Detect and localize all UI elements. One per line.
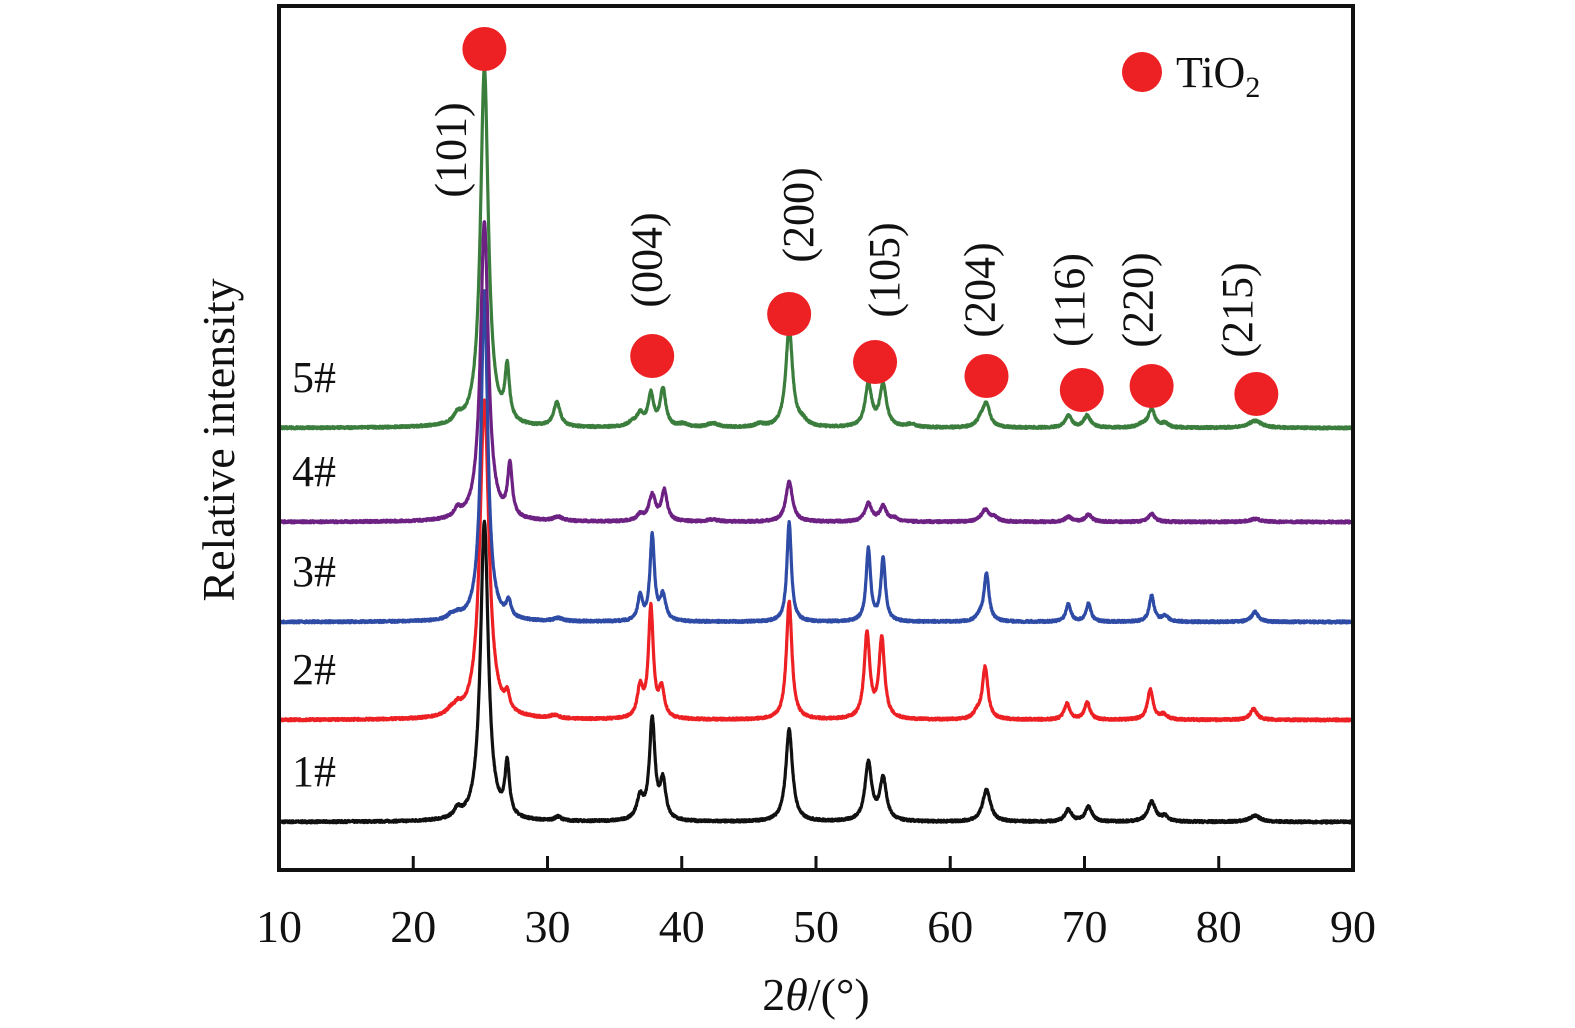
tio2-peak-marker	[853, 340, 898, 384]
legend-subscript: 2	[1245, 71, 1260, 104]
hkl-label: (004)	[622, 212, 671, 307]
series-line-4	[277, 220, 1355, 525]
hkl-label: (220)	[1114, 252, 1163, 347]
hkl-label: (105)	[860, 222, 909, 317]
x-tick-label: 70	[1062, 901, 1108, 952]
peak-marker-layer	[462, 27, 1279, 416]
hkl-label-layer: (101) (004) (200) (105) (204) (116) (220) (215)	[426, 102, 1262, 357]
series-label: 2#	[292, 645, 336, 694]
x-tick-label: 60	[927, 901, 973, 952]
series-label: 5#	[292, 353, 336, 402]
legend: TiO2	[1122, 48, 1260, 104]
x-axis-label: 2θ/(°)	[762, 969, 869, 1020]
x-axis-label-theta: θ	[785, 969, 808, 1020]
x-tick-label: 80	[1196, 901, 1242, 952]
series-label: 3#	[292, 547, 336, 596]
x-tick-label: 40	[659, 901, 705, 952]
hkl-label: (204)	[955, 242, 1004, 337]
hkl-label: (200)	[774, 167, 823, 262]
hkl-label: (116)	[1045, 253, 1094, 347]
tio2-peak-marker	[1234, 372, 1279, 416]
series-line-2	[277, 398, 1355, 723]
tio2-peak-marker	[462, 27, 507, 71]
x-tick-label: 90	[1330, 901, 1376, 952]
legend-marker	[1122, 52, 1162, 92]
x-tick-label: 10	[256, 901, 302, 952]
tio2-peak-marker	[767, 292, 812, 336]
series-label: 4#	[292, 447, 336, 496]
tio2-peak-marker	[1129, 364, 1174, 408]
series-label: 1#	[292, 747, 336, 796]
tio2-peak-marker	[630, 334, 675, 378]
tio2-peak-marker	[1059, 368, 1104, 412]
series-line-1	[277, 519, 1355, 825]
x-tick-label: 50	[793, 901, 839, 952]
series-line-3	[277, 289, 1355, 625]
series-line-5	[277, 65, 1355, 431]
series-layer	[277, 65, 1355, 825]
y-axis-label: Relative intensity	[193, 278, 244, 601]
legend-label: TiO2	[1176, 48, 1260, 104]
hkl-label: (101)	[426, 102, 475, 197]
x-tick-label: 30	[525, 901, 571, 952]
hkl-label: (215)	[1213, 262, 1262, 357]
tio2-peak-marker	[964, 354, 1009, 398]
x-tick-label: 20	[390, 901, 436, 952]
series-label-layer: 1# 2# 3# 4# 5#	[292, 353, 336, 796]
x-tick-layer: 10 20 30 40 50 60 70 80 90	[256, 856, 1376, 952]
